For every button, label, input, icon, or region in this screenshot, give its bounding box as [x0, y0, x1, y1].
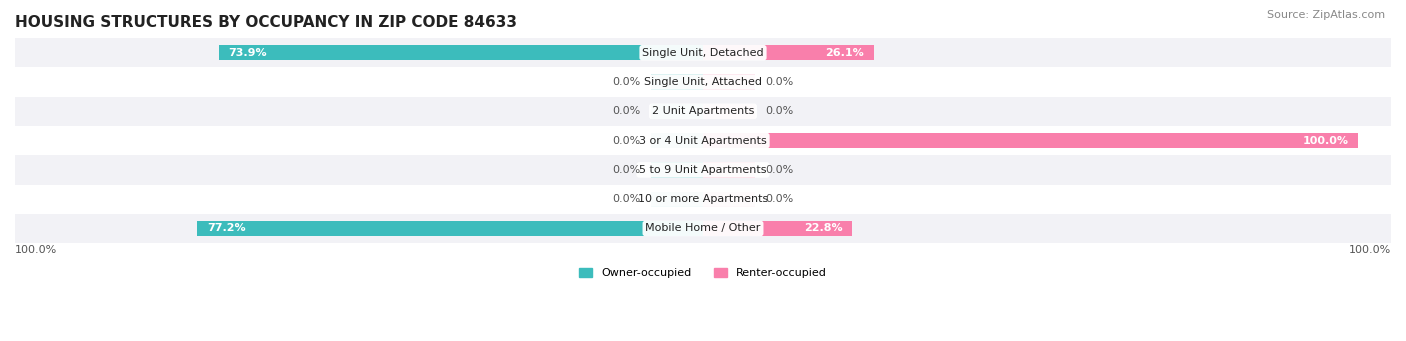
Text: 0.0%: 0.0%: [765, 77, 793, 87]
Bar: [219, 45, 703, 60]
Bar: [15, 97, 1391, 126]
Text: 3 or 4 Unit Apartments: 3 or 4 Unit Apartments: [640, 136, 766, 146]
Bar: [15, 184, 1391, 214]
Text: 100.0%: 100.0%: [1302, 136, 1348, 146]
Legend: Owner-occupied, Renter-occupied: Owner-occupied, Renter-occupied: [575, 263, 831, 283]
Text: Mobile Home / Other: Mobile Home / Other: [645, 223, 761, 234]
Bar: [15, 126, 1391, 155]
Text: 2 Unit Apartments: 2 Unit Apartments: [652, 106, 754, 116]
Bar: [15, 38, 1391, 68]
Bar: [703, 192, 755, 207]
Bar: [703, 133, 1358, 148]
Bar: [703, 162, 755, 178]
Text: HOUSING STRUCTURES BY OCCUPANCY IN ZIP CODE 84633: HOUSING STRUCTURES BY OCCUPANCY IN ZIP C…: [15, 15, 517, 30]
Bar: [651, 192, 703, 207]
Bar: [651, 133, 703, 148]
Text: 73.9%: 73.9%: [229, 48, 267, 58]
Bar: [197, 221, 703, 236]
Text: 10 or more Apartments: 10 or more Apartments: [638, 194, 768, 204]
Text: 100.0%: 100.0%: [1348, 246, 1391, 255]
Text: 22.8%: 22.8%: [804, 223, 842, 234]
Bar: [703, 74, 755, 90]
Text: 77.2%: 77.2%: [207, 223, 246, 234]
Text: 26.1%: 26.1%: [825, 48, 865, 58]
Text: 0.0%: 0.0%: [613, 77, 641, 87]
Bar: [703, 45, 875, 60]
Text: 0.0%: 0.0%: [765, 165, 793, 175]
Text: 0.0%: 0.0%: [613, 106, 641, 116]
Bar: [15, 214, 1391, 243]
Bar: [651, 104, 703, 119]
Text: 5 to 9 Unit Apartments: 5 to 9 Unit Apartments: [640, 165, 766, 175]
Bar: [703, 104, 755, 119]
Text: 0.0%: 0.0%: [613, 136, 641, 146]
Text: Single Unit, Detached: Single Unit, Detached: [643, 48, 763, 58]
Bar: [703, 221, 852, 236]
Text: Single Unit, Attached: Single Unit, Attached: [644, 77, 762, 87]
Text: 0.0%: 0.0%: [765, 194, 793, 204]
Text: 0.0%: 0.0%: [765, 106, 793, 116]
Bar: [651, 74, 703, 90]
Bar: [651, 162, 703, 178]
Bar: [15, 68, 1391, 97]
Text: 0.0%: 0.0%: [613, 194, 641, 204]
Text: 0.0%: 0.0%: [613, 165, 641, 175]
Text: Source: ZipAtlas.com: Source: ZipAtlas.com: [1267, 10, 1385, 20]
Bar: [15, 155, 1391, 184]
Text: 100.0%: 100.0%: [15, 246, 58, 255]
